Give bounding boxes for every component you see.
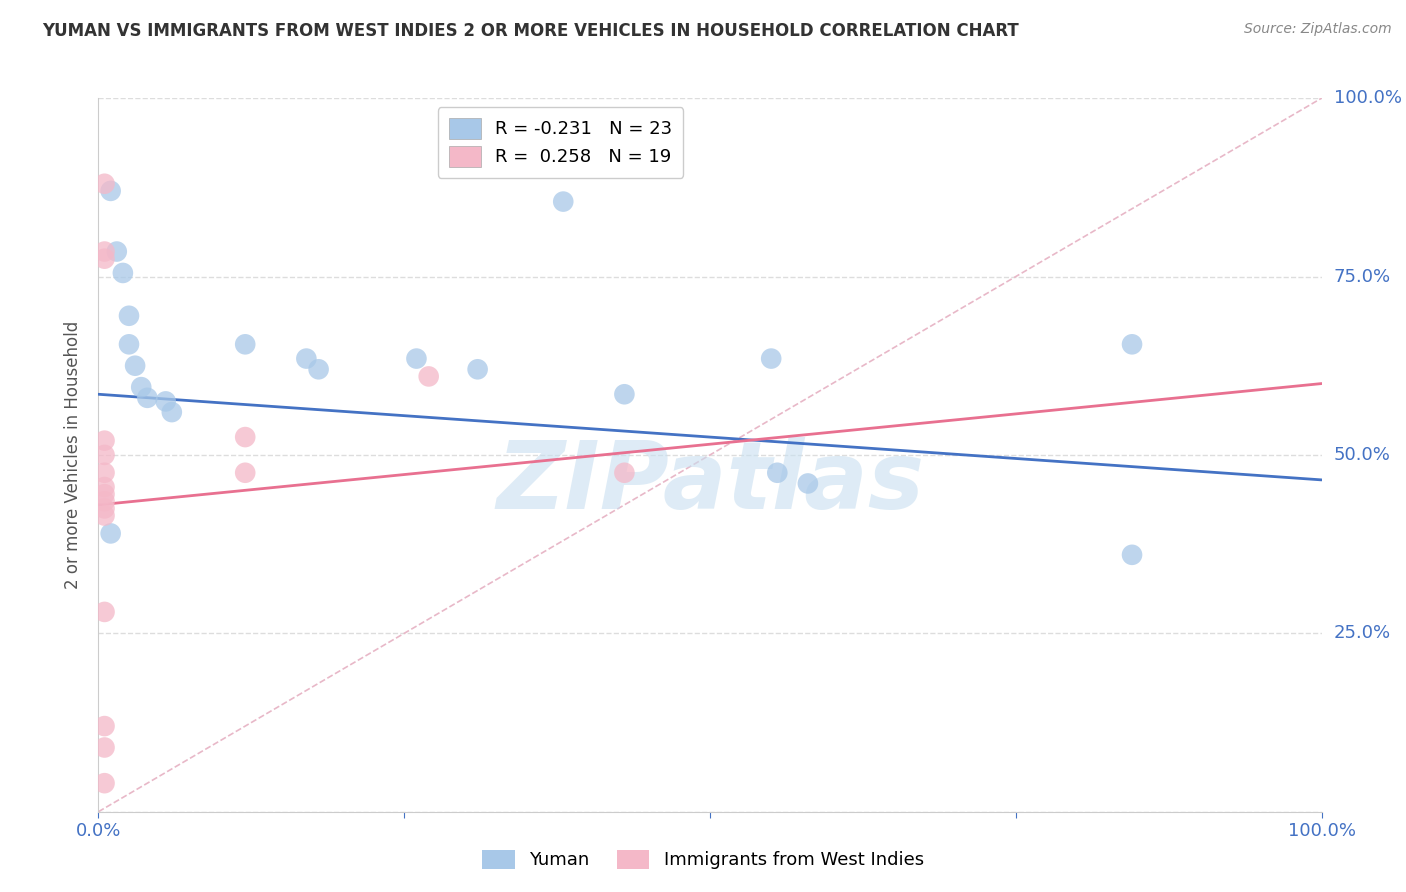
Point: [93, 480, 115, 494]
Point: [93, 448, 115, 462]
Point: [100, 526, 122, 541]
Point: [613, 466, 636, 480]
Point: [155, 394, 177, 409]
Point: [136, 391, 159, 405]
Point: [93, 501, 115, 516]
Point: [93, 508, 115, 523]
Point: [613, 387, 636, 401]
Point: [233, 466, 256, 480]
Text: ZIPatlas: ZIPatlas: [496, 437, 924, 530]
Point: [1121, 548, 1143, 562]
Text: 50.0%: 50.0%: [1334, 446, 1391, 464]
Point: [93, 719, 115, 733]
Point: [93, 776, 115, 790]
Point: [93, 434, 115, 448]
Point: [93, 177, 115, 191]
Point: [124, 359, 146, 373]
Point: [105, 244, 128, 259]
Point: [111, 266, 134, 280]
Point: [118, 337, 141, 351]
Y-axis label: 2 or more Vehicles in Household: 2 or more Vehicles in Household: [65, 321, 83, 589]
Point: [93, 494, 115, 508]
Point: [405, 351, 427, 366]
Point: [797, 476, 820, 491]
Point: [295, 351, 318, 366]
Point: [766, 466, 789, 480]
Text: YUMAN VS IMMIGRANTS FROM WEST INDIES 2 OR MORE VEHICLES IN HOUSEHOLD CORRELATION: YUMAN VS IMMIGRANTS FROM WEST INDIES 2 O…: [42, 22, 1019, 40]
Text: Source: ZipAtlas.com: Source: ZipAtlas.com: [1244, 22, 1392, 37]
Point: [93, 605, 115, 619]
Point: [93, 740, 115, 755]
Point: [233, 337, 256, 351]
Point: [93, 244, 115, 259]
Point: [160, 405, 183, 419]
Point: [233, 430, 256, 444]
Point: [467, 362, 489, 376]
Text: 25.0%: 25.0%: [1334, 624, 1391, 642]
Legend: R = -0.231   N = 23, R =  0.258   N = 19: R = -0.231 N = 23, R = 0.258 N = 19: [437, 107, 683, 178]
Point: [93, 466, 115, 480]
Point: [308, 362, 330, 376]
Point: [93, 252, 115, 266]
Text: 100.0%: 100.0%: [1334, 89, 1402, 107]
Text: 75.0%: 75.0%: [1334, 268, 1391, 285]
Point: [418, 369, 440, 384]
Point: [93, 487, 115, 501]
Point: [553, 194, 575, 209]
Point: [118, 309, 141, 323]
Point: [100, 184, 122, 198]
Point: [129, 380, 152, 394]
Point: [1121, 337, 1143, 351]
Point: [761, 351, 783, 366]
Legend: Yuman, Immigrants from West Indies: Yuman, Immigrants from West Indies: [474, 841, 932, 879]
